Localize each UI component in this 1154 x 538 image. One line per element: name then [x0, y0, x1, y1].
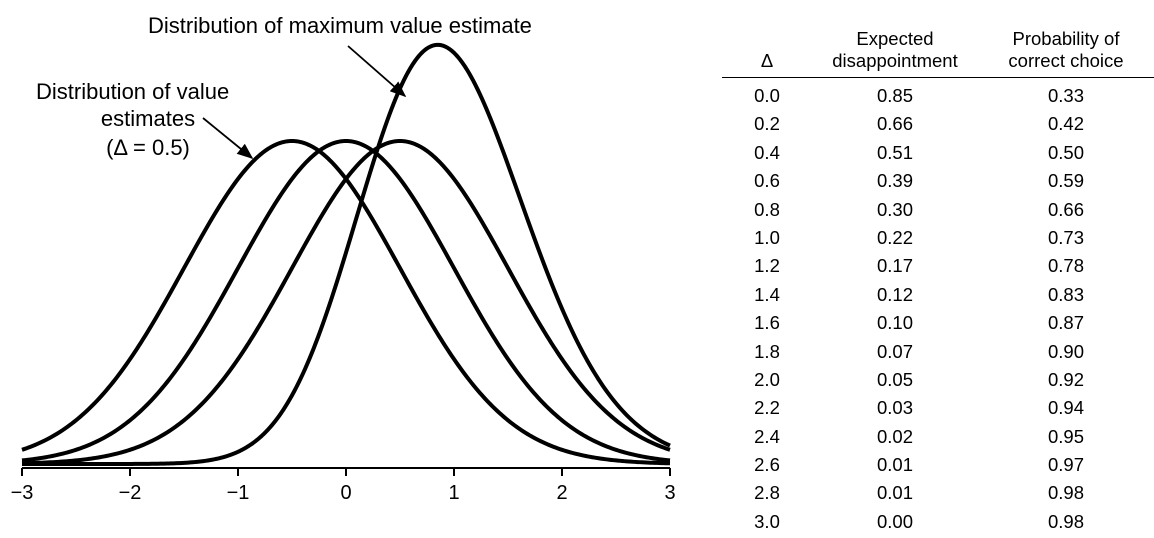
- delta-cell: 1.8: [754, 340, 780, 362]
- table-row: 0.0 0.85 0.33: [722, 82, 1154, 110]
- x-tick-label: −2: [119, 482, 142, 504]
- expected-disappointment-cell: 0.02: [876, 425, 913, 447]
- probability-cell: 0.97: [1047, 454, 1084, 476]
- delta-cell: 2.0: [754, 368, 780, 390]
- delta-cell: 0.4: [754, 141, 780, 163]
- delta-cell: 1.2: [754, 255, 780, 277]
- delta-cell: 2.2: [754, 397, 780, 419]
- distribution-chart: −3 −2 −1 0 1 2 3 Distribution of maximum value…: [11, 13, 676, 504]
- value-estimates-annotation-line3: (Δ = 0.5): [106, 135, 190, 160]
- header-rule: [722, 77, 1154, 78]
- delta-cell: 0.0: [754, 85, 780, 106]
- table-row: 3.0 0.00 0.98: [722, 508, 1154, 536]
- disappointment-table: Δ Expected disappointment Probability of…: [722, 16, 1154, 536]
- x-tick-label: −1: [227, 482, 250, 504]
- probability-cell: 0.73: [1047, 226, 1084, 248]
- x-tick-label: −3: [11, 482, 34, 504]
- expected-disappointment-cell: 0.05: [876, 368, 913, 390]
- table-body: 0.0 0.85 0.33 0.2 0.66 0.42 0.4 0.51 0.50 0.6 0.39…: [722, 78, 1154, 536]
- expected-disappointment-cell: 0.66: [876, 113, 913, 135]
- expected-disappointment-cell: 0.01: [876, 482, 913, 504]
- delta-cell: 0.8: [754, 198, 780, 220]
- probability-correct-choice-header: Probability of correct choice: [1008, 28, 1124, 71]
- delta-header: Δ: [760, 50, 774, 71]
- probability-cell: 0.50: [1047, 141, 1084, 163]
- x-tick-label: 0: [340, 482, 351, 504]
- table-row: 0.2 0.66 0.42: [722, 110, 1154, 138]
- max-value-arrow: [347, 45, 407, 98]
- table-row: 1.6 0.10 0.87: [722, 309, 1154, 337]
- x-tick-label: 1: [448, 482, 459, 504]
- table-header: Δ Expected disappointment Probability of…: [722, 16, 1154, 78]
- table-row: 2.2 0.03 0.94: [722, 394, 1154, 422]
- probability-cell: 0.78: [1047, 255, 1084, 277]
- max-value-estimate-curve: [22, 42, 671, 466]
- value-estimate-curve-2: [21, 139, 671, 466]
- max-value-annotation: Distribution of maximum value estimate: [148, 13, 532, 38]
- curve-group: [21, 42, 671, 466]
- probability-cell: 0.94: [1047, 397, 1084, 419]
- probability-cell: 0.83: [1047, 283, 1084, 305]
- delta-cell: 2.6: [754, 454, 780, 476]
- table-row: 1.4 0.12 0.83: [722, 281, 1154, 309]
- expected-disappointment-cell: 0.85: [876, 85, 913, 106]
- table-row: 1.8 0.07 0.90: [722, 338, 1154, 366]
- expected-disappointment-cell: 0.17: [876, 255, 913, 277]
- delta-cell: 1.0: [754, 226, 780, 248]
- probability-cell: 0.59: [1047, 170, 1084, 192]
- probability-cell: 0.87: [1047, 312, 1084, 334]
- table-row: 0.6 0.39 0.59: [722, 167, 1154, 195]
- expected-disappointment-cell: 0.51: [876, 141, 913, 163]
- delta-cell: 3.0: [754, 510, 780, 532]
- table-row: 0.8 0.30 0.66: [722, 196, 1154, 224]
- delta-cell: 2.8: [754, 482, 780, 504]
- table-row: 2.8 0.01 0.98: [722, 479, 1154, 507]
- probability-cell: 0.98: [1047, 510, 1084, 532]
- x-tick-label: 2: [556, 482, 567, 504]
- table-row: 2.6 0.01 0.97: [722, 451, 1154, 479]
- x-tick-label: 3: [664, 482, 675, 504]
- expected-disappointment-cell: 0.03: [876, 397, 913, 419]
- expected-disappointment-cell: 0.12: [876, 283, 913, 305]
- probability-cell: 0.95: [1047, 425, 1084, 447]
- value-estimates-annotation-line2: estimates: [101, 106, 195, 131]
- expected-disappointment-cell: 0.22: [876, 226, 913, 248]
- expected-disappointment-header: Expected disappointment: [832, 28, 958, 71]
- expected-disappointment-cell: 0.00: [876, 510, 913, 532]
- table-row: 2.4 0.02 0.95: [722, 423, 1154, 451]
- probability-cell: 0.92: [1047, 368, 1084, 390]
- table-row: 0.4 0.51 0.50: [722, 139, 1154, 167]
- expected-disappointment-cell: 0.07: [876, 340, 913, 362]
- probability-cell: 0.90: [1047, 340, 1084, 362]
- value-estimate-curve-0: [21, 139, 671, 466]
- delta-cell: 0.6: [754, 170, 780, 192]
- probability-cell: 0.42: [1047, 113, 1084, 135]
- value-estimates-arrow: [202, 117, 254, 160]
- delta-cell: 1.4: [754, 283, 780, 305]
- delta-cell: 1.6: [754, 312, 780, 334]
- delta-cell: 0.2: [754, 113, 780, 135]
- x-axis-ticks: −3 −2 −1 0 1 2 3: [11, 468, 676, 504]
- expected-disappointment-cell: 0.39: [876, 170, 913, 192]
- table-row: 1.2 0.17 0.78: [722, 252, 1154, 280]
- probability-cell: 0.66: [1047, 198, 1084, 220]
- value-estimates-annotation-line1: Distribution of value: [36, 79, 229, 104]
- delta-cell: 2.4: [754, 425, 780, 447]
- table-row: 2.0 0.05 0.92: [722, 366, 1154, 394]
- expected-disappointment-cell: 0.01: [876, 454, 913, 476]
- expected-disappointment-cell: 0.10: [876, 312, 913, 334]
- probability-cell: 0.33: [1047, 85, 1084, 106]
- table-row: 1.0 0.22 0.73: [722, 224, 1154, 252]
- probability-cell: 0.98: [1047, 482, 1084, 504]
- value-estimate-curve-1: [21, 139, 671, 463]
- expected-disappointment-cell: 0.30: [876, 198, 913, 220]
